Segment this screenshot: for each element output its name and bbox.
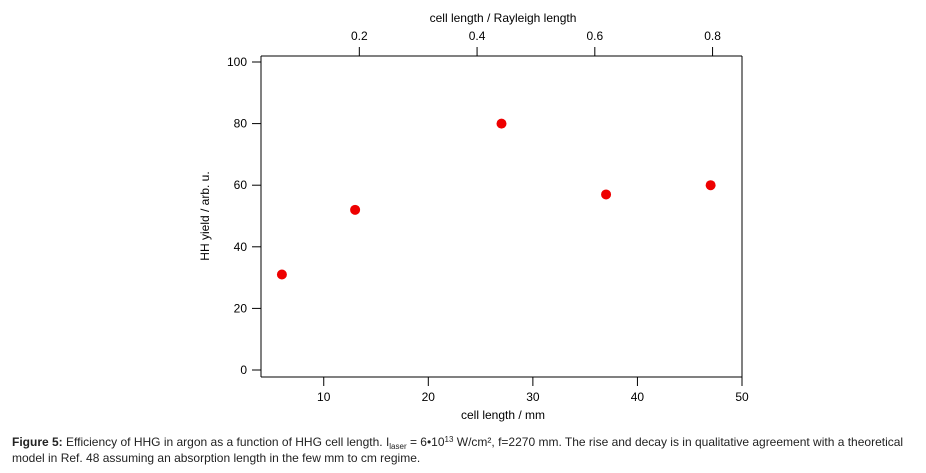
data-point: [601, 189, 612, 200]
top-tick-label: 0.4: [469, 29, 486, 43]
x-tick-label: 50: [735, 390, 749, 404]
x-tick-label: 20: [422, 390, 436, 404]
top-axis-ticks: 0.2 0.4 0.6 0.8: [351, 29, 721, 56]
top-axis-label: cell length / Rayleigh length: [430, 11, 577, 25]
y-axis-label: HH yield / arb. u.: [198, 171, 212, 260]
top-tick-label: 0.6: [586, 29, 603, 43]
data-point: [350, 204, 361, 215]
caption-text-b: = 6•10: [406, 435, 445, 449]
caption-label: Figure 5:: [12, 435, 63, 449]
y-tick-label: 0: [240, 363, 247, 377]
top-tick-label: 0.8: [704, 29, 721, 43]
plot-frame: [260, 55, 743, 378]
caption-power-superscript: 13: [444, 435, 454, 444]
x-axis-ticks: 10 20 30 40 50: [317, 377, 749, 404]
data-point: [276, 269, 287, 280]
y-axis-ticks: 0 20 40 60 80 100: [227, 55, 261, 377]
scatter-chart: 0 20 40 60 80 100 10 20 30 40 50 0.2 0.4 0.6 0.8 cel…: [198, 11, 749, 422]
top-tick-label: 0.2: [351, 29, 368, 43]
y-tick-label: 100: [227, 55, 247, 69]
caption-laser-subscript: laser: [389, 442, 407, 451]
data-point: [705, 180, 716, 191]
y-tick-label: 40: [234, 240, 248, 254]
x-axis-label: cell length / mm: [461, 408, 545, 422]
data-points: [276, 118, 716, 280]
x-tick-label: 10: [317, 390, 331, 404]
data-point: [496, 118, 507, 129]
y-tick-label: 60: [234, 178, 248, 192]
caption-text-c: W/cm², f=2270 mm. The rise and decay is …: [12, 435, 904, 465]
x-tick-label: 40: [631, 390, 645, 404]
y-tick-label: 20: [234, 301, 248, 315]
x-tick-label: 30: [526, 390, 540, 404]
caption-text-a: Efficiency of HHG in argon as a function…: [62, 435, 390, 449]
figure-caption: Figure 5: Efficiency of HHG in argon as …: [12, 434, 922, 466]
y-tick-label: 80: [234, 117, 248, 131]
